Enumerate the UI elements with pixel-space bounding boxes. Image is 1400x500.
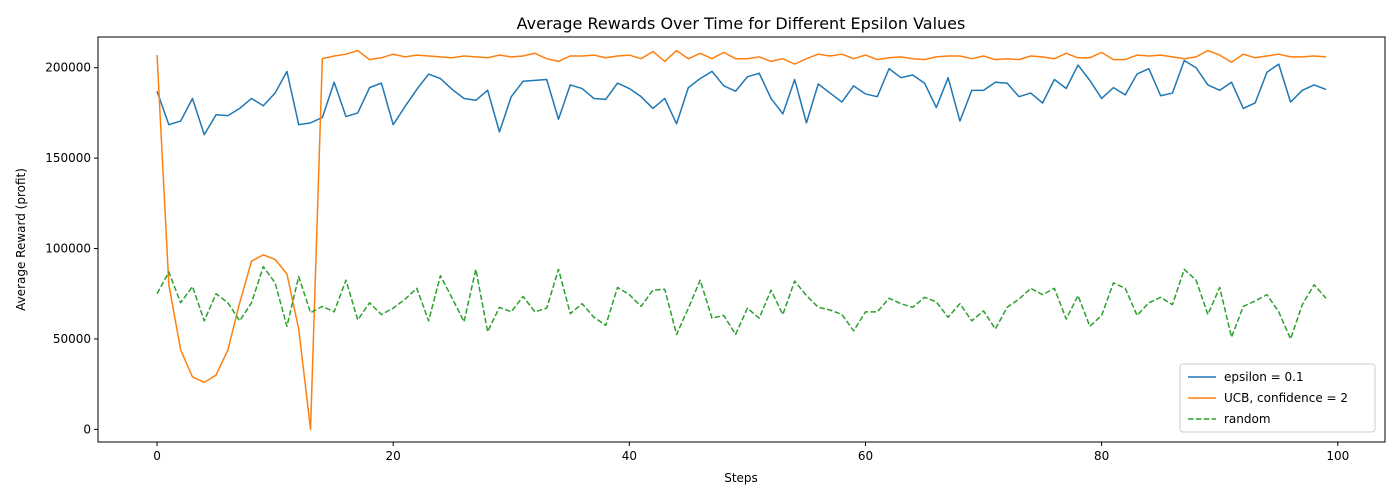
plot-frame — [97, 36, 1386, 443]
x-tick-label: 0 — [153, 449, 161, 463]
x-tick-label: 40 — [622, 449, 637, 463]
legend-label-2: UCB, confidence = 2 — [1224, 391, 1348, 405]
x-tick-label: 80 — [1094, 449, 1109, 463]
y-axis-label: Average Reward (profit) — [14, 168, 28, 311]
series-line-3 — [156, 265, 1327, 340]
legend: epsilon = 0.1 UCB, confidence = 2 random — [1179, 363, 1376, 433]
series-layer — [156, 49, 1327, 431]
x-tick-label: 60 — [858, 449, 873, 463]
legend-box — [1179, 363, 1376, 433]
y-tick-label: 50000 — [53, 332, 91, 346]
y-tick-label: 150000 — [45, 151, 91, 165]
y-tick-label: 100000 — [45, 242, 91, 256]
y-axis: 0 50000 100000 150000 200000 — [45, 61, 98, 436]
x-axis: 0 20 40 60 80 100 — [153, 442, 1349, 463]
legend-label-3: random — [1224, 412, 1271, 426]
x-tick-label: 100 — [1326, 449, 1349, 463]
x-axis-label: Steps — [724, 471, 758, 485]
chart-title: Average Rewards Over Time for Different … — [517, 14, 966, 33]
series-line-1 — [156, 59, 1327, 136]
y-tick-label: 0 — [83, 422, 91, 436]
y-tick-label: 200000 — [45, 61, 91, 75]
legend-label-1: epsilon = 0.1 — [1224, 370, 1304, 384]
series-line-2 — [156, 49, 1327, 431]
x-tick-label: 20 — [386, 449, 401, 463]
